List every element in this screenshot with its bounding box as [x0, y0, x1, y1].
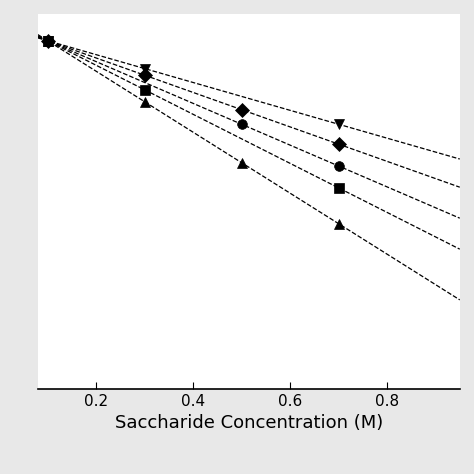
X-axis label: Saccharide Concentration (M): Saccharide Concentration (M) — [115, 414, 383, 432]
